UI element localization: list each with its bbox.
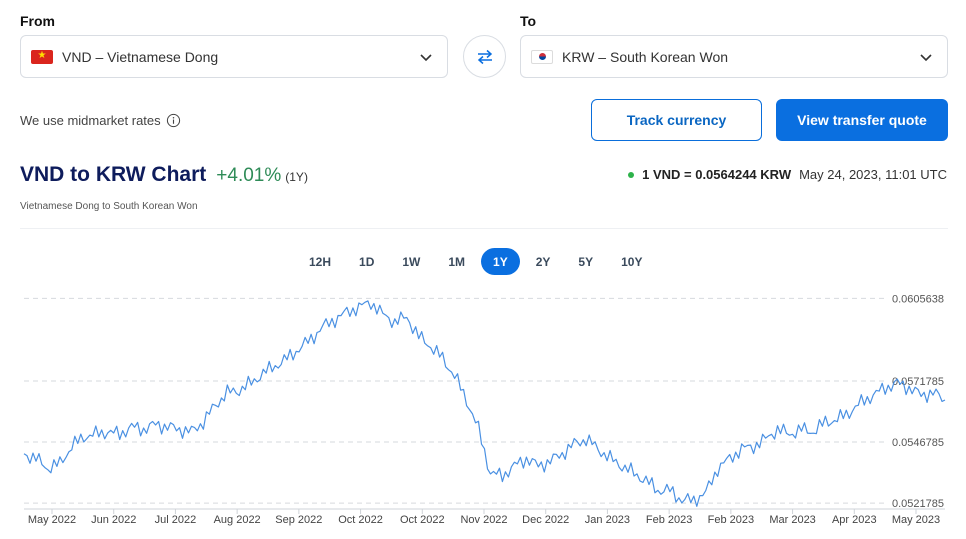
x-tick-label: Apr 2023 <box>832 514 877 526</box>
x-tick-label: Oct 2022 <box>400 514 445 526</box>
x-tick-label: Jul 2022 <box>155 514 197 526</box>
x-tick-label: Feb 2023 <box>708 514 754 526</box>
period-tab-1w[interactable]: 1W <box>402 254 421 269</box>
rate-value: 1 VND = 0.0564244 KRW <box>642 167 792 182</box>
info-icon[interactable] <box>166 113 181 128</box>
chevron-down-icon <box>920 53 932 61</box>
track-currency-button[interactable]: Track currency <box>591 99 762 141</box>
x-tick-label: Jan 2023 <box>585 514 630 526</box>
y-tick-label: 0.0571785 <box>892 376 944 388</box>
chevron-down-icon <box>420 53 432 61</box>
x-tick-label: Nov 2022 <box>460 514 507 526</box>
x-tick-label: Oct 2022 <box>338 514 383 526</box>
from-label: From <box>20 13 55 29</box>
x-tick-label: Mar 2023 <box>769 514 815 526</box>
rate-chart: 0.0605638 0.0571785 0.0546785 0.0521785 May … <box>23 293 946 526</box>
period-tab-1m[interactable]: 1M <box>448 254 466 269</box>
flag-south-korea-icon <box>531 49 553 64</box>
period-tab-2y[interactable]: 2Y <box>535 254 551 269</box>
period-tab-10y[interactable]: 10Y <box>621 254 643 269</box>
view-transfer-quote-button[interactable]: View transfer quote <box>776 99 948 141</box>
y-tick-label: 0.0521785 <box>892 498 944 510</box>
to-currency-select[interactable]: KRW – South Korean Won <box>520 35 948 78</box>
x-tick-label: May 2022 <box>28 514 76 526</box>
x-tick-label: Feb 2023 <box>646 514 692 526</box>
chart-subtitle: Vietnamese Dong to South Korean Won <box>20 201 198 212</box>
x-tick-label: Aug 2022 <box>214 514 261 526</box>
swap-currencies-button[interactable] <box>463 35 506 78</box>
midmarket-note: We use midmarket rates <box>20 113 181 128</box>
change-percent: +4.01% <box>216 165 282 186</box>
rate-timestamp: May 24, 2023, 11:01 UTC <box>799 167 947 182</box>
change-period: (1Y) <box>285 170 308 184</box>
flag-vietnam-icon <box>31 49 53 64</box>
period-selector: 12H 1D 1W 1M 1Y 2Y 5Y 10Y <box>297 248 654 275</box>
series-line-0 <box>23 300 946 507</box>
to-currency-value: KRW – South Korean Won <box>562 48 729 65</box>
to-label: To <box>520 13 537 29</box>
midmarket-text: We use midmarket rates <box>20 113 161 128</box>
period-tab-1y[interactable]: 1Y <box>481 248 520 275</box>
from-currency-value: VND – Vietnamese Dong <box>62 48 219 65</box>
divider <box>20 228 948 229</box>
period-tab-5y[interactable]: 5Y <box>578 254 594 269</box>
y-tick-label: 0.0605638 <box>892 293 944 305</box>
chart-heading: VND to KRW Chart +4.01% (1Y) <box>20 163 308 187</box>
period-tab-12h[interactable]: 12H <box>309 254 332 269</box>
live-rate: 1 VND = 0.0564244 KRW May 24, 2023, 11:0… <box>628 167 947 182</box>
x-tick-label: Sep 2022 <box>275 514 322 526</box>
x-tick-label: May 2023 <box>892 514 940 526</box>
y-tick-label: 0.0546785 <box>892 437 944 449</box>
swap-arrows-icon <box>477 49 492 64</box>
x-tick-label: Jun 2022 <box>91 514 136 526</box>
period-tab-1d[interactable]: 1D <box>359 254 375 269</box>
live-status-dot <box>628 171 635 178</box>
x-tick-label: Dec 2022 <box>522 514 569 526</box>
chart-title: VND to KRW Chart <box>20 163 207 186</box>
from-currency-select[interactable]: VND – Vietnamese Dong <box>20 35 448 78</box>
